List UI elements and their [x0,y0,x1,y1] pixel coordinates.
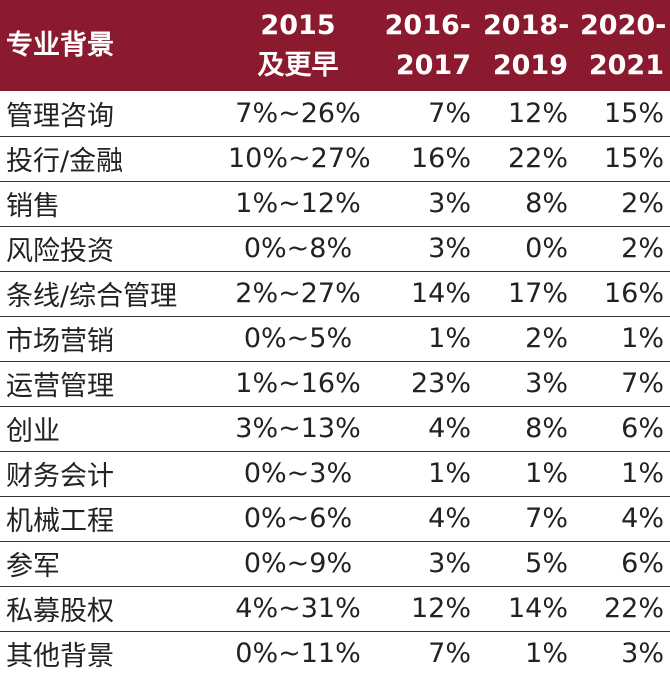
table-row: 销售 1%~12% 3% 8% 2% [0,181,670,226]
header-2018-2019: 2018- 2019 [477,0,574,91]
cell-2018-2019: 7% [525,503,568,534]
table-row: 财务会计 0%~3% 1% 1% 1% [0,451,670,496]
cell-2018-2019: 3% [525,368,568,399]
cell-2016-2017: 16% [410,143,471,174]
cell-2020-2021: 15% [603,97,664,129]
cell-2020-2021: 1% [621,323,664,354]
cell-2020-2021: 16% [603,278,664,309]
row-label: 投行/金融 [6,146,124,177]
cell-2015-earlier: 0%~8% [243,233,353,264]
table-header: 专业背景 2015 及更早 2016- 2017 2018- 2019 2020… [0,0,670,91]
cell-2018-2019: 17% [507,278,568,309]
cell-2016-2017: 3% [428,233,471,264]
cell-2020-2021: 1% [621,458,664,489]
header-2015-earlier: 2015 及更早 [222,0,374,91]
cell-2016-2017: 23% [410,368,471,399]
header-2015-line1: 2015 [260,9,336,41]
row-label: 创业 [6,416,60,447]
cell-2018-2019: 2% [525,323,568,354]
cell-2020-2021: 15% [603,143,664,174]
cell-2016-2017: 14% [410,278,471,309]
cell-2020-2021: 2% [621,188,664,219]
cell-2015-earlier: 10%~27% [228,143,371,174]
table-row: 参军 0%~9% 3% 5% 6% [0,541,670,586]
row-label: 管理咨询 [6,100,114,132]
cell-2018-2019: 14% [507,593,568,624]
header-2018-line2: 2019 [492,49,568,81]
cell-2020-2021: 7% [621,368,664,399]
cell-2016-2017: 3% [428,548,471,579]
row-label: 财务会计 [6,461,114,492]
cell-2015-earlier: 0%~9% [243,548,353,579]
row-label: 条线/综合管理 [6,281,178,312]
cell-2018-2019: 8% [525,188,568,219]
cell-2020-2021: 3% [621,638,664,670]
header-background-label: 专业背景 [6,29,114,61]
cell-2015-earlier: 0%~5% [243,323,353,354]
table-row: 创业 3%~13% 4% 8% 6% [0,406,670,451]
row-label: 运营管理 [6,371,114,402]
header-row: 专业背景 2015 及更早 2016- 2017 2018- 2019 2020… [0,0,670,91]
table-row: 市场营销 0%~5% 1% 2% 1% [0,316,670,361]
header-background: 专业背景 [0,0,222,91]
row-label: 参军 [6,551,60,582]
cell-2016-2017: 3% [428,188,471,219]
cell-2020-2021: 6% [621,413,664,444]
cell-2016-2017: 4% [428,413,471,444]
header-2015-line2: 及更早 [257,49,339,81]
cell-2015-earlier: 0%~3% [243,458,353,489]
cell-2018-2019: 1% [525,638,568,670]
row-label: 其他背景 [6,641,114,673]
cell-2016-2017: 12% [410,593,471,624]
table-row: 机械工程 0%~6% 4% 7% 4% [0,496,670,541]
cell-2015-earlier: 4%~31% [235,593,361,624]
cell-2020-2021: 6% [621,548,664,579]
table-row: 投行/金融 10%~27% 16% 22% 15% [0,136,670,181]
header-2020-2021: 2020- 2021 [574,0,670,91]
header-2020-line2: 2021 [588,49,664,81]
table-row: 私募股权 4%~31% 12% 14% 22% [0,586,670,631]
header-2016-line1: 2016- [384,9,471,41]
cell-2020-2021: 22% [603,593,664,624]
cell-2016-2017: 4% [428,503,471,534]
cell-2015-earlier: 1%~12% [235,188,361,219]
row-label: 风险投资 [6,236,114,267]
cell-2020-2021: 2% [621,233,664,264]
cell-2020-2021: 4% [621,503,664,534]
row-label: 市场营销 [6,326,114,357]
cell-2018-2019: 8% [525,413,568,444]
cell-2015-earlier: 0%~11% [235,638,361,670]
header-2016-2017: 2016- 2017 [374,0,477,91]
header-2020-line1: 2020- [580,9,667,41]
cell-2016-2017: 1% [428,458,471,489]
cell-2016-2017: 7% [428,638,471,670]
header-2018-line1: 2018- [483,9,570,41]
cell-2016-2017: 1% [428,323,471,354]
table-row: 条线/综合管理 2%~27% 14% 17% 16% [0,271,670,316]
table-row: 运营管理 1%~16% 23% 3% 7% [0,361,670,406]
cell-2018-2019: 1% [525,458,568,489]
table-body: 管理咨询 7%~26% 7% 12% 15% 投行/金融 10%~27% 16% 22% 15% 销… [0,91,670,676]
cell-2018-2019: 22% [507,143,568,174]
cell-2018-2019: 0% [525,233,568,264]
header-2016-line2: 2017 [395,49,471,81]
row-label: 销售 [6,191,60,222]
table-row: 管理咨询 7%~26% 7% 12% 15% [0,91,670,136]
row-label: 机械工程 [6,506,114,537]
cell-2018-2019: 12% [507,97,568,129]
cell-2018-2019: 5% [525,548,568,579]
cell-2015-earlier: 2%~27% [235,278,361,309]
table-row: 风险投资 0%~8% 3% 0% 2% [0,226,670,271]
cell-2015-earlier: 0%~6% [243,503,353,534]
table-row: 其他背景 0%~11% 7% 1% 3% [0,631,670,676]
cell-2015-earlier: 1%~16% [235,368,361,399]
cell-2015-earlier: 3%~13% [235,413,361,444]
cell-2015-earlier: 7%~26% [235,97,361,129]
row-label: 私募股权 [6,596,114,627]
cell-2016-2017: 7% [428,97,471,129]
